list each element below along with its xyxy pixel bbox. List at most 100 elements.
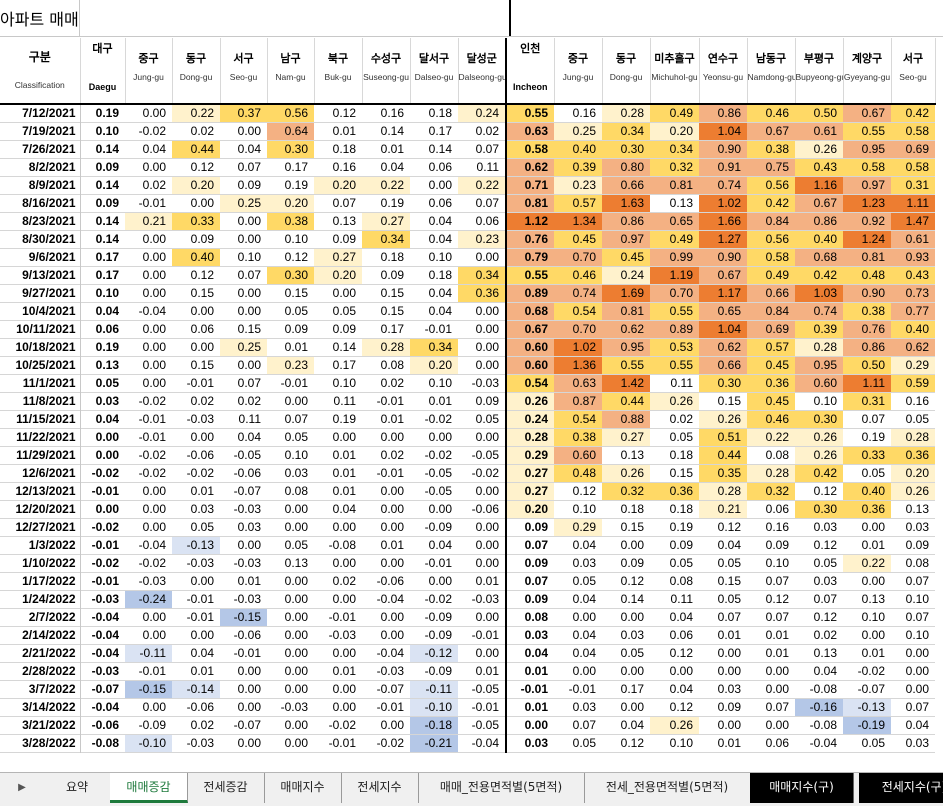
- cell[interactable]: 0.00: [284, 574, 308, 588]
- cell[interactable]: 0.05: [813, 556, 837, 570]
- cell[interactable]: 0.00: [237, 682, 261, 696]
- cell[interactable]: -0.01: [186, 592, 214, 606]
- cell[interactable]: 0.00: [142, 232, 166, 246]
- cell[interactable]: -0.01: [424, 322, 452, 336]
- cell[interactable]: 0.03: [905, 520, 929, 534]
- cell[interactable]: 0.38: [267, 212, 314, 230]
- cell[interactable]: 0.50: [843, 356, 891, 374]
- cell[interactable]: 1.16: [795, 176, 843, 194]
- cell[interactable]: 0.00: [237, 664, 261, 678]
- cell[interactable]: 0.01: [861, 538, 885, 552]
- cell[interactable]: 0.26: [650, 392, 699, 410]
- cell[interactable]: 0.00: [717, 646, 741, 660]
- cell[interactable]: 0.06: [475, 214, 499, 228]
- cell[interactable]: 0.00: [717, 718, 741, 732]
- header-col-7[interactable]: 달서구 Dalseo-gu: [410, 38, 459, 104]
- cell[interactable]: 0.05: [861, 736, 885, 750]
- cell[interactable]: 0.00: [190, 628, 214, 642]
- cell[interactable]: 0.58: [747, 248, 795, 266]
- cell[interactable]: 0.06: [428, 196, 452, 210]
- cell[interactable]: 0.00: [765, 664, 789, 678]
- cell[interactable]: 0.11: [476, 160, 499, 174]
- cell[interactable]: 0.23: [267, 356, 314, 374]
- cell[interactable]: 0.54: [554, 302, 602, 320]
- cell[interactable]: 0.79: [505, 248, 554, 266]
- cell[interactable]: 0.05: [669, 556, 693, 570]
- cell[interactable]: -0.09: [138, 718, 166, 732]
- cell[interactable]: 0.62: [699, 338, 747, 356]
- cell[interactable]: 0.01: [284, 340, 308, 354]
- cell[interactable]: 0.01: [475, 574, 499, 588]
- cell[interactable]: 0.22: [362, 176, 410, 194]
- cell[interactable]: 0.30: [795, 500, 843, 518]
- cell[interactable]: 0.61: [795, 122, 843, 140]
- cell[interactable]: 0.16: [765, 520, 789, 534]
- cell[interactable]: 0.44: [602, 392, 650, 410]
- cell[interactable]: 0.00: [237, 538, 261, 552]
- cell[interactable]: -0.03: [233, 502, 261, 516]
- cell[interactable]: 0.15: [380, 304, 404, 318]
- cell[interactable]: -0.03: [471, 592, 499, 606]
- cell[interactable]: 0.13: [95, 358, 119, 372]
- cell[interactable]: 0.13: [905, 502, 929, 516]
- cell[interactable]: 0.19: [95, 340, 119, 354]
- cell[interactable]: 1.42: [602, 374, 650, 392]
- cell[interactable]: 0.00: [284, 646, 308, 660]
- cell[interactable]: -0.06: [376, 574, 404, 588]
- cell[interactable]: 0.45: [602, 248, 650, 266]
- cell[interactable]: -0.04: [376, 646, 404, 660]
- cell[interactable]: -0.02: [424, 592, 452, 606]
- cell[interactable]: 0.05: [905, 412, 929, 426]
- row-date[interactable]: 8/2/2021: [0, 158, 81, 176]
- cell[interactable]: 0.04: [620, 718, 644, 732]
- cell[interactable]: 0.27: [505, 464, 554, 482]
- cell[interactable]: 0.06: [428, 160, 452, 174]
- cell[interactable]: -0.03: [376, 664, 404, 678]
- cell[interactable]: 0.06: [765, 736, 789, 750]
- cell[interactable]: 0.10: [905, 592, 929, 606]
- cell[interactable]: 0.07: [861, 412, 885, 426]
- cell[interactable]: 0.77: [891, 302, 935, 320]
- cell[interactable]: 0.00: [190, 304, 214, 318]
- cell[interactable]: 0.04: [380, 160, 404, 174]
- cell[interactable]: -0.18: [410, 716, 458, 734]
- cell[interactable]: 0.28: [505, 428, 554, 446]
- cell[interactable]: 0.06: [190, 322, 214, 336]
- cell[interactable]: 0.01: [765, 646, 789, 660]
- cell[interactable]: 0.00: [380, 610, 404, 624]
- cell[interactable]: 0.15: [717, 574, 741, 588]
- cell[interactable]: 0.00: [332, 682, 356, 696]
- cell[interactable]: 0.37: [220, 104, 267, 122]
- cell[interactable]: 0.00: [717, 664, 741, 678]
- cell[interactable]: 0.14: [428, 142, 452, 156]
- cell[interactable]: -0.01: [91, 538, 119, 552]
- row-date[interactable]: 10/11/2021: [0, 320, 81, 338]
- cell[interactable]: 0.12: [284, 250, 308, 264]
- cell[interactable]: 0.38: [843, 302, 891, 320]
- cell[interactable]: 0.23: [554, 176, 602, 194]
- cell[interactable]: 0.21: [125, 212, 172, 230]
- cell[interactable]: 1.04: [699, 122, 747, 140]
- cell[interactable]: -0.02: [328, 718, 356, 732]
- cell[interactable]: 0.03: [190, 502, 214, 516]
- cell[interactable]: 0.00: [475, 430, 499, 444]
- cell[interactable]: 0.90: [843, 284, 891, 302]
- cell[interactable]: 0.10: [905, 628, 929, 642]
- cell[interactable]: 0.55: [650, 356, 699, 374]
- cell[interactable]: -0.01: [91, 574, 119, 588]
- cell[interactable]: 0.00: [380, 628, 404, 642]
- cell[interactable]: -0.02: [91, 556, 119, 570]
- cell[interactable]: 0.04: [572, 628, 596, 642]
- cell[interactable]: 0.20: [410, 356, 458, 374]
- cell[interactable]: -0.03: [233, 592, 261, 606]
- row-date[interactable]: 11/29/2021: [0, 446, 81, 464]
- cell[interactable]: -0.01: [505, 680, 554, 698]
- row-date[interactable]: 10/25/2021: [0, 356, 81, 374]
- cell[interactable]: 0.00: [861, 574, 885, 588]
- cell[interactable]: 0.00: [475, 484, 499, 498]
- cell[interactable]: 0.10: [284, 232, 308, 246]
- cell[interactable]: 0.12: [813, 484, 837, 498]
- cell[interactable]: -0.08: [91, 736, 119, 750]
- cell[interactable]: 0.17: [380, 322, 404, 336]
- cell[interactable]: 0.38: [747, 140, 795, 158]
